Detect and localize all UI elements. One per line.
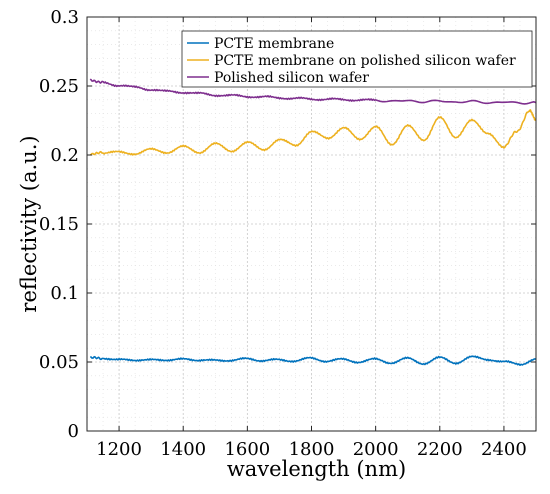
x-tick-label: 2000 xyxy=(353,439,399,460)
y-tick-label: 0.25 xyxy=(39,76,79,97)
x-tick-label: 2200 xyxy=(417,439,463,460)
legend-label-1: PCTE membrane xyxy=(214,36,334,52)
legend-box xyxy=(181,30,533,88)
x-axis-title: wavelength (nm) xyxy=(227,457,406,481)
y-tick-label: 0.15 xyxy=(39,214,79,235)
series-layer xyxy=(89,78,537,367)
x-tick-label: 2400 xyxy=(481,439,527,460)
y-tick-label: 0.05 xyxy=(39,352,79,373)
y-tick-label: 0.3 xyxy=(50,7,79,28)
legend-label-2: PCTE membrane on polished silicon wafer xyxy=(214,53,516,69)
y-tick-label: 0.2 xyxy=(50,145,79,166)
y-tick-label: 0.1 xyxy=(50,283,79,304)
series-line-1 xyxy=(90,355,537,367)
x-tick-label: 1800 xyxy=(289,439,335,460)
x-tick-label: 1400 xyxy=(160,439,206,460)
axes-layer: 1200 1400 1600 1800 2000 2200 2400 0 0.05 0.1 0.15… xyxy=(39,7,537,460)
legend-label-3: Polished silicon wafer xyxy=(214,70,369,86)
y-tick-label: 0 xyxy=(68,421,79,442)
series-line-3 xyxy=(89,78,537,105)
x-tick-label: 1200 xyxy=(96,439,142,460)
series-line-2 xyxy=(89,109,537,156)
x-tick-label: 1600 xyxy=(224,439,270,460)
y-axis-title: reflectivity (a.u.) xyxy=(17,135,41,312)
